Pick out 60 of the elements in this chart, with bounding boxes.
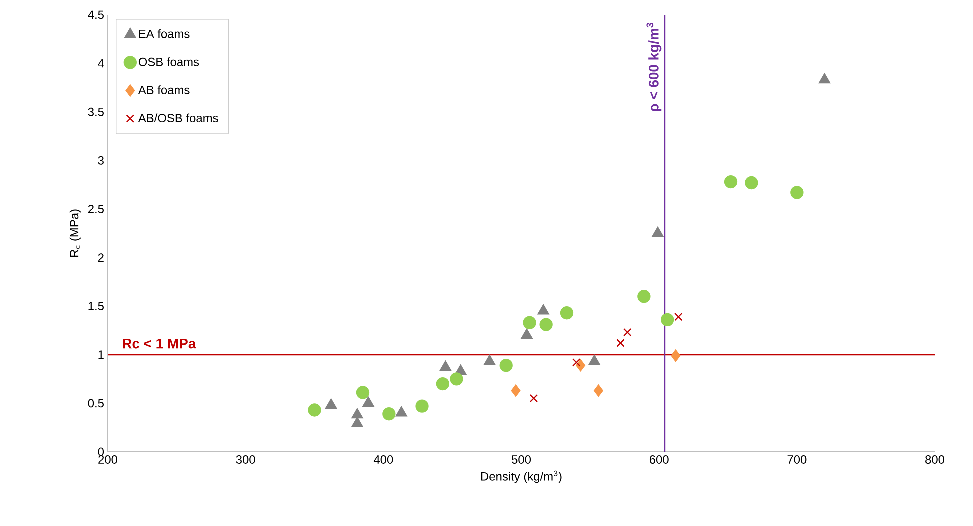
point — [440, 360, 452, 372]
x-tick-label: 300 — [236, 456, 256, 464]
point — [521, 328, 533, 340]
point — [308, 404, 322, 417]
legend-label: AB foams — [138, 86, 190, 94]
y-tick-label: 0 — [98, 448, 104, 456]
point — [624, 328, 632, 337]
point — [588, 355, 600, 366]
y-tick-label: 1.5 — [88, 302, 104, 310]
point — [638, 290, 651, 304]
point — [396, 406, 408, 417]
legend-label: OSB foams — [138, 58, 200, 66]
x-axis-title: Density (kg/m$^{3}$) — [481, 470, 562, 484]
point — [671, 350, 681, 362]
y-tick-label: 0.5 — [88, 399, 104, 408]
point — [661, 313, 674, 327]
y-tick-label: 3.5 — [88, 108, 104, 116]
y-tick-label: 2 — [98, 254, 104, 262]
x-tick-label: 600 — [650, 456, 669, 464]
ref-line-label: ρ < 600 kg/m$^{3}$ — [646, 23, 662, 112]
point — [436, 377, 450, 391]
y-tick-label: 4 — [98, 59, 104, 68]
point — [500, 358, 513, 372]
point — [652, 226, 664, 238]
point — [362, 396, 374, 408]
point — [416, 400, 429, 413]
x-tick-label: 400 — [374, 456, 394, 464]
y-tick-label: 4.5 — [88, 10, 104, 20]
legend-label: EA foams — [139, 30, 190, 38]
point — [511, 384, 521, 397]
x-tick-label: 800 — [926, 456, 945, 464]
y-tick-label: 2.5 — [88, 204, 104, 214]
y-tick-label: 3 — [98, 156, 104, 165]
point — [616, 339, 625, 348]
point — [326, 398, 338, 409]
point — [356, 386, 370, 400]
point — [450, 372, 464, 386]
point — [576, 359, 586, 372]
point — [674, 312, 683, 322]
point — [382, 408, 396, 421]
point — [352, 417, 364, 428]
point — [560, 306, 574, 320]
point — [484, 355, 496, 366]
point — [530, 394, 538, 403]
y-tick-label: 1 — [98, 350, 104, 359]
x-tick-label: 200 — [98, 456, 118, 464]
point — [540, 318, 553, 332]
x-tick-label: 500 — [512, 456, 532, 464]
y-axis-title: R$_{c}$ (MPa) — [70, 210, 82, 258]
point — [745, 176, 758, 190]
point — [594, 384, 604, 397]
point — [352, 408, 364, 419]
legend-label: AB/OSB foams — [138, 114, 218, 123]
point — [523, 316, 536, 330]
point — [572, 358, 581, 367]
ref-line-label: Rc < 1 MPa — [123, 338, 196, 349]
point — [538, 304, 550, 315]
x-tick-label: 700 — [788, 456, 807, 464]
point — [790, 186, 804, 200]
point — [724, 175, 738, 189]
